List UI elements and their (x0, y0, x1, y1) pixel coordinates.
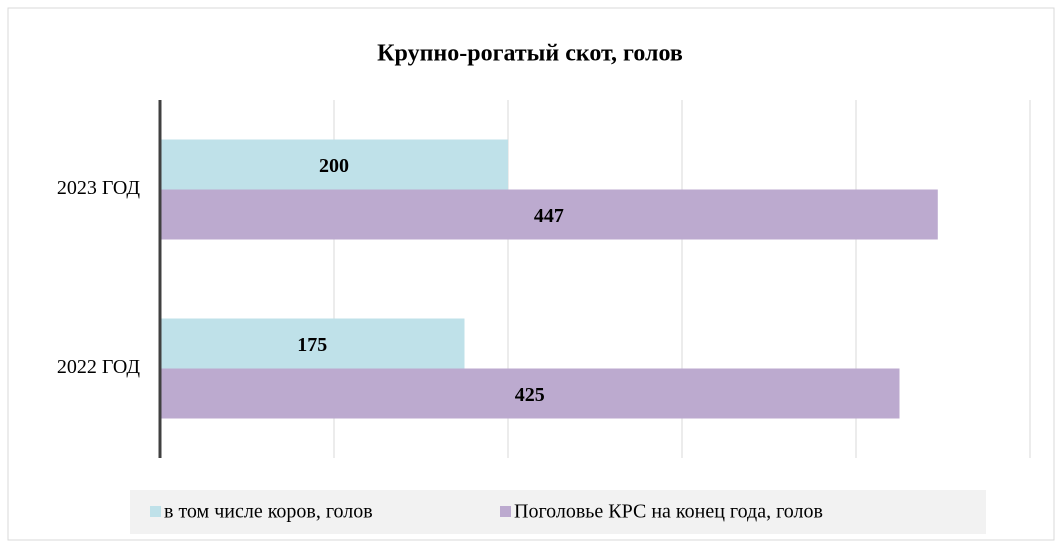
data-label: 175 (297, 334, 327, 356)
chart-title: Крупно-рогатый скот, голов (377, 41, 683, 67)
bar (160, 189, 938, 240)
y-tick-label: 2023 ГОД (57, 177, 141, 199)
legend-swatch (150, 506, 161, 517)
legend-box (130, 490, 986, 534)
legend-swatch (500, 506, 511, 517)
data-label: 425 (515, 384, 545, 406)
bar (160, 139, 508, 190)
legend-label: Поголовье КРС на конец года, голов (514, 501, 823, 523)
bar (160, 368, 900, 419)
data-label: 447 (534, 205, 564, 227)
chart-frame (7, 7, 1055, 541)
data-label: 200 (319, 155, 349, 177)
bar (160, 318, 465, 369)
legend-label: в том числе коров, голов (164, 501, 373, 523)
y-tick-label: 2022 ГОД (57, 356, 141, 378)
